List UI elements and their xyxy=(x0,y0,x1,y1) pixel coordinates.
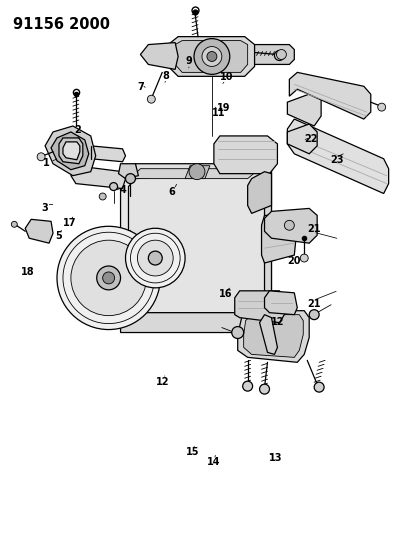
Text: 15: 15 xyxy=(186,447,199,457)
Circle shape xyxy=(189,164,205,180)
Polygon shape xyxy=(248,172,271,213)
Text: 23: 23 xyxy=(330,155,344,165)
Circle shape xyxy=(194,38,230,75)
Text: 22: 22 xyxy=(305,134,318,144)
Text: 7: 7 xyxy=(137,82,144,92)
Circle shape xyxy=(57,227,160,329)
Polygon shape xyxy=(118,164,138,179)
Circle shape xyxy=(71,240,147,316)
Polygon shape xyxy=(45,126,96,176)
Polygon shape xyxy=(71,166,126,189)
Circle shape xyxy=(275,51,284,60)
Text: 20: 20 xyxy=(287,256,300,266)
Text: 11: 11 xyxy=(213,108,226,118)
Circle shape xyxy=(276,50,286,60)
Text: 13: 13 xyxy=(269,453,283,463)
Circle shape xyxy=(309,310,319,320)
Circle shape xyxy=(149,251,162,265)
Text: 12: 12 xyxy=(156,377,169,387)
Circle shape xyxy=(103,272,115,284)
Polygon shape xyxy=(51,132,89,169)
Circle shape xyxy=(232,327,244,338)
Text: 21: 21 xyxy=(308,224,321,235)
Text: 3: 3 xyxy=(41,203,48,213)
Text: 19: 19 xyxy=(217,103,231,112)
Circle shape xyxy=(202,46,222,67)
Polygon shape xyxy=(288,92,321,126)
Circle shape xyxy=(147,95,155,103)
Circle shape xyxy=(126,174,135,183)
Polygon shape xyxy=(290,72,371,119)
Circle shape xyxy=(99,193,106,200)
Circle shape xyxy=(110,183,118,190)
Text: 18: 18 xyxy=(21,267,35,277)
Circle shape xyxy=(300,254,308,262)
Circle shape xyxy=(378,103,386,111)
Polygon shape xyxy=(244,314,303,357)
Polygon shape xyxy=(214,136,277,174)
Circle shape xyxy=(97,266,120,290)
Polygon shape xyxy=(255,45,294,64)
Polygon shape xyxy=(91,146,126,161)
Polygon shape xyxy=(59,138,83,164)
Polygon shape xyxy=(168,37,255,76)
Polygon shape xyxy=(238,311,309,362)
Circle shape xyxy=(37,153,45,161)
Polygon shape xyxy=(265,208,317,243)
Text: 2: 2 xyxy=(75,125,81,135)
Polygon shape xyxy=(63,142,80,160)
Text: 21: 21 xyxy=(308,298,321,309)
Circle shape xyxy=(126,228,185,288)
Polygon shape xyxy=(265,164,271,313)
Polygon shape xyxy=(288,119,389,193)
Polygon shape xyxy=(261,215,297,263)
Polygon shape xyxy=(120,164,135,313)
Circle shape xyxy=(243,381,253,391)
Text: 1: 1 xyxy=(43,158,50,168)
Circle shape xyxy=(260,384,269,394)
Text: 17: 17 xyxy=(63,218,77,228)
Circle shape xyxy=(284,220,294,230)
Text: 5: 5 xyxy=(55,231,62,241)
Circle shape xyxy=(314,382,324,392)
Polygon shape xyxy=(120,164,271,179)
Polygon shape xyxy=(140,43,178,69)
Polygon shape xyxy=(120,308,271,333)
Polygon shape xyxy=(235,291,284,322)
Polygon shape xyxy=(260,314,277,354)
Text: 10: 10 xyxy=(220,72,234,82)
Text: 16: 16 xyxy=(219,289,233,299)
Polygon shape xyxy=(265,291,297,314)
Text: 4: 4 xyxy=(120,185,126,195)
Text: 9: 9 xyxy=(186,56,192,66)
Text: 8: 8 xyxy=(163,71,169,81)
Polygon shape xyxy=(185,166,210,179)
Polygon shape xyxy=(288,124,317,154)
Circle shape xyxy=(137,240,173,276)
Text: 91156 2000: 91156 2000 xyxy=(13,17,110,32)
Polygon shape xyxy=(128,164,271,318)
Polygon shape xyxy=(130,168,260,179)
Polygon shape xyxy=(25,220,53,243)
Text: 14: 14 xyxy=(207,457,220,467)
Text: 12: 12 xyxy=(271,317,285,327)
Polygon shape xyxy=(175,41,248,72)
Circle shape xyxy=(207,52,217,61)
Text: 6: 6 xyxy=(169,188,175,197)
Circle shape xyxy=(11,221,17,227)
